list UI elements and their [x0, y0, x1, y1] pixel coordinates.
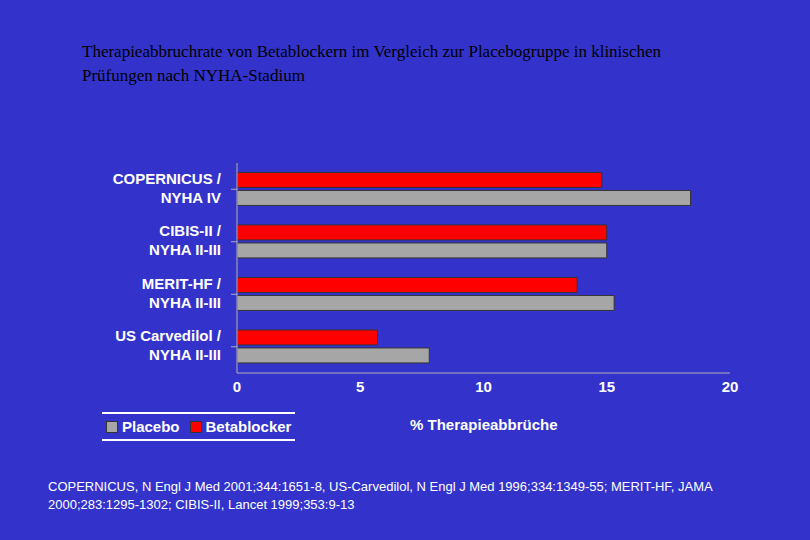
svg-text:20: 20	[722, 378, 739, 395]
html-text:COPERNICUS, N Engl J Med 2001;: COPERNICUS, N Engl J Med 2001;344:1651-8…	[48, 479, 712, 512]
svg-text:10: 10	[475, 378, 492, 395]
svg-text:CIBIS-II /NYHA II-III: CIBIS-II /NYHA II-III	[149, 222, 222, 258]
html-text:% Therapieabbrüche: % Therapieabbrüche	[410, 416, 558, 433]
svg-text:MERIT-HF /NYHA II-III: MERIT-HF /NYHA II-III	[142, 275, 222, 311]
svg-text:US Carvedilol /NYHA II-III: US Carvedilol /NYHA II-III	[115, 327, 222, 363]
svg-text:5: 5	[356, 378, 364, 395]
svg-text:0: 0	[233, 378, 241, 395]
svg-text:COPERNICUS /NYHA IV: COPERNICUS /NYHA IV	[113, 170, 222, 206]
html-text:Placebo: Placebo	[122, 418, 180, 435]
html-text:Betablocker: Betablocker	[205, 418, 292, 435]
svg-text:15: 15	[598, 378, 615, 395]
html-text:Therapieabbruchrate von Betabl: Therapieabbruchrate von Betablockern im …	[82, 42, 662, 85]
